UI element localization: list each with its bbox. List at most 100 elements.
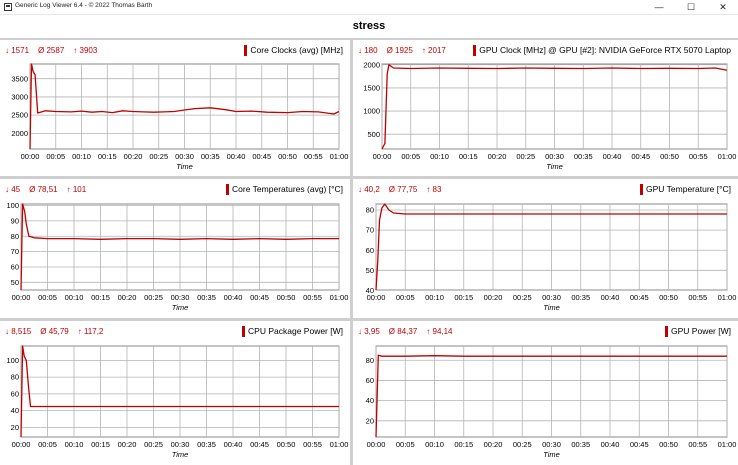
y-tick-label: 60 — [366, 246, 374, 255]
gpu-temperature-panel: ↓ 40,2 Ø 77,75 ↑ 83 GPU Temperature [°C] 4… — [353, 179, 738, 318]
x-tick-label: 00:05 — [396, 293, 415, 302]
stat-min: ↓ 8,515 — [5, 327, 32, 336]
stat-max: ↑ 2017 — [421, 46, 446, 55]
y-tick-label: 70 — [366, 226, 374, 235]
x-axis-label: Time — [543, 450, 560, 459]
stat-avg: Ø 1925 — [386, 46, 413, 55]
stats-row: ↓ 3,95 Ø 84,37 ↑ 94,14 — [358, 327, 462, 336]
x-tick-label: 00:25 — [516, 152, 535, 161]
x-tick-label: 00:00 — [373, 152, 392, 161]
x-tick-label: 00:30 — [542, 440, 561, 449]
y-tick-label: 500 — [367, 130, 380, 139]
x-tick-label: 00:40 — [603, 152, 622, 161]
log-title-header: stress — [0, 15, 738, 39]
x-tick-label: 00:00 — [21, 152, 40, 161]
x-tick-label: 00:55 — [689, 152, 708, 161]
x-tick-label: 00:50 — [660, 152, 679, 161]
core-temperatures-panel: ↓ 45 Ø 78,51 ↑ 101 Core Temperatures (avg)… — [0, 179, 350, 318]
x-tick-label: 00:05 — [396, 440, 415, 449]
series-line — [20, 345, 339, 438]
maximize-button[interactable]: ☐ — [686, 2, 696, 12]
stat-avg: Ø 78,51 — [29, 185, 58, 194]
x-tick-label: 00:15 — [91, 293, 110, 302]
x-tick-label: 00:20 — [124, 152, 143, 161]
x-tick-label: 01:00 — [718, 440, 737, 449]
chart-title: Core Clocks (avg) [MHz] — [244, 45, 343, 56]
series-line — [375, 203, 727, 291]
minimize-button[interactable]: — — [654, 2, 664, 12]
y-tick-label: 3500 — [11, 74, 28, 83]
x-tick-label: 00:05 — [38, 293, 57, 302]
x-tick-label: 00:35 — [574, 152, 593, 161]
window-title: Generic Log Viewer 6.4 - © 2022 Thomas B… — [15, 2, 153, 9]
x-tick-label: 00:30 — [171, 293, 190, 302]
y-tick-label: 90 — [11, 216, 19, 225]
x-tick-label: 00:40 — [224, 293, 243, 302]
y-tick-label: 70 — [11, 247, 19, 256]
x-tick-label: 00:40 — [601, 293, 620, 302]
x-tick-label: 00:50 — [659, 293, 678, 302]
x-tick-label: 00:55 — [688, 440, 707, 449]
log-title: stress — [352, 20, 386, 32]
x-tick-label: 00:30 — [545, 152, 564, 161]
x-tick-label: 00:45 — [252, 152, 271, 161]
x-axis-label: Time — [543, 303, 560, 312]
x-tick-label: 01:00 — [718, 293, 737, 302]
x-tick-label: 00:50 — [277, 293, 296, 302]
close-button[interactable]: ✕ — [719, 2, 727, 12]
x-tick-label: 00:10 — [65, 293, 84, 302]
series-line — [20, 203, 339, 291]
x-tick-label: 00:45 — [250, 440, 269, 449]
x-tick-label: 00:40 — [224, 440, 243, 449]
x-axis-label: Time — [172, 303, 189, 312]
x-axis-label: Time — [172, 450, 189, 459]
x-tick-label: 00:35 — [197, 293, 216, 302]
chart-title: GPU Temperature [°C] — [640, 184, 731, 195]
y-tick-label: 40 — [366, 396, 374, 405]
x-tick-label: 00:00 — [367, 440, 386, 449]
x-tick-label: 00:45 — [630, 293, 649, 302]
y-tick-label: 3000 — [11, 93, 28, 102]
stat-max: ↑ 83 — [426, 185, 442, 194]
x-tick-label: 00:20 — [484, 440, 503, 449]
stat-avg: Ø 2587 — [38, 46, 65, 55]
y-tick-label: 60 — [366, 376, 374, 385]
x-axis-label: Time — [546, 162, 563, 171]
y-tick-label: 80 — [366, 206, 374, 215]
y-tick-label: 2000 — [11, 129, 28, 138]
core-clocks-panel: ↓ 1571 Ø 2587 ↑ 3903 Core Clocks (avg) [MH… — [0, 40, 350, 176]
x-tick-label: 00:40 — [601, 440, 620, 449]
core-clocks-chart: 2000 2500 3000 3500 00:00 00:05 00:10 00:15 00:2… — [11, 63, 349, 171]
x-axis-label: Time — [176, 162, 193, 171]
x-tick-label: 00:45 — [631, 152, 650, 161]
series-line — [29, 63, 340, 150]
stat-max: ↑ 117,2 — [77, 327, 104, 336]
x-tick-label: 00:15 — [454, 293, 473, 302]
x-tick-label: 00:10 — [425, 293, 444, 302]
y-tick-label: 50 — [11, 278, 19, 287]
x-tick-label: 00:00 — [12, 293, 31, 302]
cpu-package-power-chart: 20 40 60 80 100 00:00 00:05 00:10 00:15 00:20 00:2… — [6, 345, 348, 459]
stat-avg: Ø 45,79 — [40, 327, 69, 336]
x-tick-label: 00:50 — [278, 152, 297, 161]
x-tick-label: 00:20 — [118, 293, 137, 302]
x-tick-label: 00:45 — [250, 293, 269, 302]
title-bar: Generic Log Viewer 6.4 - © 2022 Thomas B… — [0, 0, 738, 15]
stat-min: ↓ 40,2 — [358, 185, 380, 194]
x-tick-label: 00:30 — [171, 440, 190, 449]
x-tick-label: 00:25 — [513, 293, 532, 302]
y-tick-label: 1000 — [363, 107, 380, 116]
y-tick-label: 50 — [366, 266, 374, 275]
y-tick-label: 1500 — [363, 84, 380, 93]
y-tick-label: 40 — [366, 286, 374, 295]
x-tick-label: 00:15 — [98, 152, 117, 161]
stats-row: ↓ 180 Ø 1925 ↑ 2017 — [358, 46, 455, 55]
x-tick-label: 00:15 — [459, 152, 478, 161]
x-tick-label: 00:50 — [277, 440, 296, 449]
chart-title: GPU Clock [MHz] @ GPU [#2]: NVIDIA GeFor… — [473, 45, 731, 56]
stat-min: ↓ 3,95 — [358, 327, 380, 336]
stat-min: ↓ 1571 — [5, 46, 30, 55]
x-tick-label: 01:00 — [330, 152, 349, 161]
y-tick-label: 2500 — [11, 111, 28, 120]
y-tick-label: 40 — [11, 406, 19, 415]
